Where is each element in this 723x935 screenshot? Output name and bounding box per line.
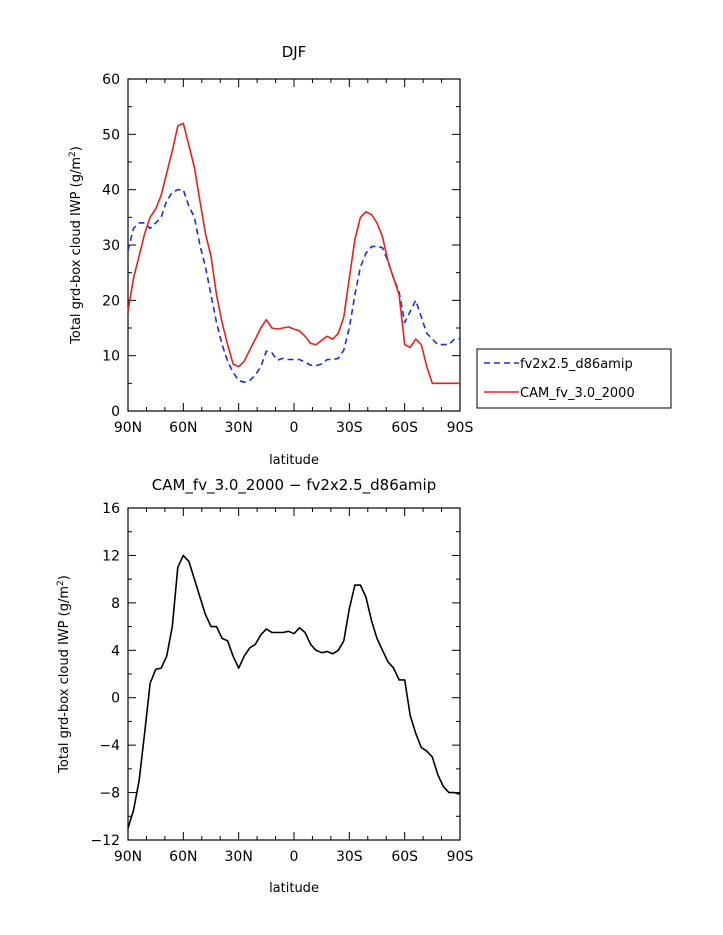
- bottom-axes: 90N 60N 30N 0 30S 60S 90S −12 −8 −4 0 4 8 12 16: [90, 501, 473, 865]
- bottom-x-tick-label: 60S: [391, 849, 418, 865]
- top-x-tick-label: 60N: [169, 420, 197, 436]
- bottom-x-tick-label: 30N: [225, 849, 253, 865]
- bottom-chart-title: CAM_fv_3.0_2000 − fv2x2.5_d86amip: [152, 476, 437, 495]
- bottom-x-tick-label: 90S: [447, 849, 474, 865]
- bottom-chart: CAM_fv_3.0_2000 − fv2x2.5_d86amip 90N 60N…: [56, 476, 473, 896]
- legend: fv2x2.5_d86amip CAM_fv_3.0_2000: [476, 348, 672, 409]
- top-series: [127, 122, 460, 385]
- top-y-tick-label: 40: [102, 183, 120, 199]
- top-x-tick-label: 60S: [391, 420, 418, 436]
- bottom-plot-frame: [127, 507, 461, 841]
- top-y-axis-label: Total grd-box cloud IWP (g/m2): [68, 146, 84, 345]
- bottom-x-tick-label: 60N: [169, 849, 197, 865]
- top-x-tick-label: 90N: [114, 420, 142, 436]
- bottom-x-tick-label: 30S: [336, 849, 363, 865]
- bottom-y-tick-label: −8: [99, 786, 120, 802]
- bottom-y-tick-label: 8: [111, 596, 120, 612]
- top-x-tick-label: 90S: [447, 420, 474, 436]
- top-x-tick-label: 30S: [336, 420, 363, 436]
- bottom-y-tick-label: −4: [99, 738, 120, 754]
- legend-label-cam: CAM_fv_3.0_2000: [520, 386, 635, 401]
- top-x-tick-label: 30N: [225, 420, 253, 436]
- top-y-tick-label: 0: [111, 404, 120, 420]
- legend-box: [476, 348, 672, 409]
- bottom-series-line-0: [127, 554, 460, 829]
- bottom-series: [127, 554, 460, 829]
- top-series-line-1: [127, 122, 460, 385]
- top-y-tick-label: 30: [102, 238, 120, 254]
- bottom-x-tick-label: 0: [290, 849, 299, 865]
- top-chart: DJF 90N 60N 30N 0 30S 60S 90S 0 10 20 30 40 50 60 lat…: [68, 43, 672, 468]
- bottom-x-tick-label: 90N: [114, 849, 142, 865]
- top-x-tick-label: 0: [290, 420, 299, 436]
- bottom-x-axis-label: latitude: [269, 881, 319, 896]
- legend-label-fv2x2.5: fv2x2.5_d86amip: [520, 357, 633, 372]
- bottom-y-tick-label: 12: [102, 548, 120, 564]
- top-y-tick-label: 10: [102, 349, 120, 365]
- top-y-tick-label: 60: [102, 72, 120, 88]
- top-y-tick-label: 20: [102, 293, 120, 309]
- top-series-line-0: [127, 188, 460, 384]
- bottom-y-axis-label: Total grd-box cloud IWP (g/m2): [56, 575, 72, 774]
- top-chart-title: DJF: [282, 43, 307, 61]
- bottom-y-tick-label: 16: [102, 501, 120, 517]
- bottom-y-tick-label: 4: [111, 643, 120, 659]
- top-y-tick-label: 50: [102, 127, 120, 143]
- top-axes: 90N 60N 30N 0 30S 60S 90S 0 10 20 30 40 50 60: [102, 72, 473, 436]
- top-x-axis-label: latitude: [269, 453, 319, 468]
- bottom-y-tick-label: −12: [90, 833, 120, 849]
- bottom-y-tick-label: 0: [111, 691, 120, 707]
